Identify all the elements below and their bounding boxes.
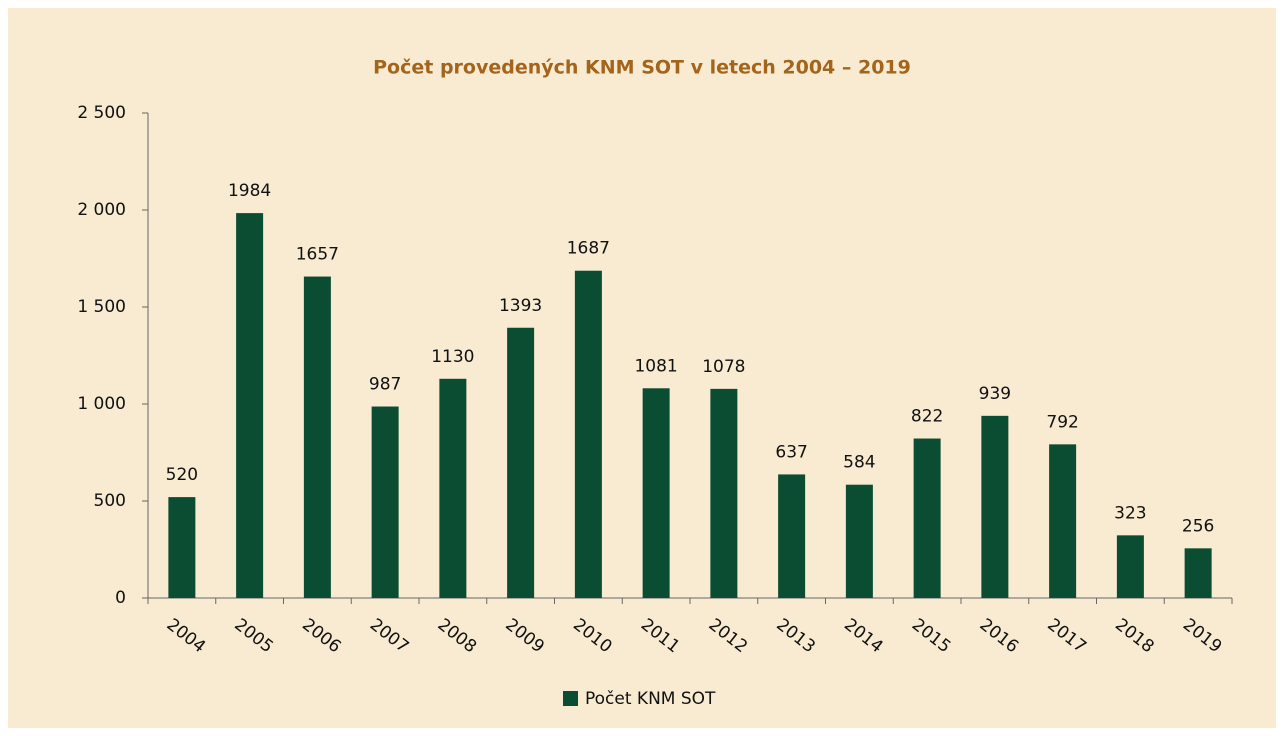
bar (574, 270, 602, 598)
data-label: 987 (369, 375, 401, 395)
data-label: 822 (911, 407, 943, 427)
data-label: 1130 (431, 347, 474, 367)
data-label: 1081 (634, 356, 677, 376)
bar (981, 415, 1009, 598)
bar (1184, 548, 1212, 598)
y-tick-label: 1 000 (77, 394, 126, 414)
bar (710, 388, 738, 598)
data-label: 1687 (567, 239, 610, 259)
y-tick-label: 500 (94, 491, 126, 511)
bar (913, 438, 941, 598)
data-label: 520 (166, 465, 198, 485)
data-label: 1657 (296, 245, 339, 265)
bar (778, 474, 806, 598)
data-label: 637 (775, 442, 807, 462)
legend-label: Počet KNM SOT (585, 689, 716, 709)
bar (845, 484, 873, 598)
chart-title: Počet provedených KNM SOT v letech 2004 … (373, 57, 911, 79)
bar (1049, 444, 1077, 598)
legend-swatch (563, 691, 578, 706)
bar (1116, 535, 1144, 598)
y-tick-label: 2 500 (77, 103, 126, 123)
data-label: 1078 (702, 357, 745, 377)
data-label: 256 (1182, 516, 1214, 536)
y-tick-label: 1 500 (77, 297, 126, 317)
bar (507, 327, 535, 598)
data-label: 1984 (228, 181, 271, 201)
bar (371, 406, 399, 598)
data-label: 323 (1114, 503, 1146, 523)
bar (236, 213, 264, 598)
bar (168, 497, 196, 598)
bar (439, 378, 467, 598)
data-label: 1393 (499, 296, 542, 316)
data-label: 792 (1046, 412, 1078, 432)
bar (303, 276, 331, 598)
data-label: 584 (843, 453, 875, 473)
bar (642, 388, 670, 598)
y-tick-label: 0 (115, 588, 126, 608)
y-tick-label: 2 000 (77, 200, 126, 220)
data-label: 939 (979, 384, 1011, 404)
chart-background (8, 8, 1276, 728)
